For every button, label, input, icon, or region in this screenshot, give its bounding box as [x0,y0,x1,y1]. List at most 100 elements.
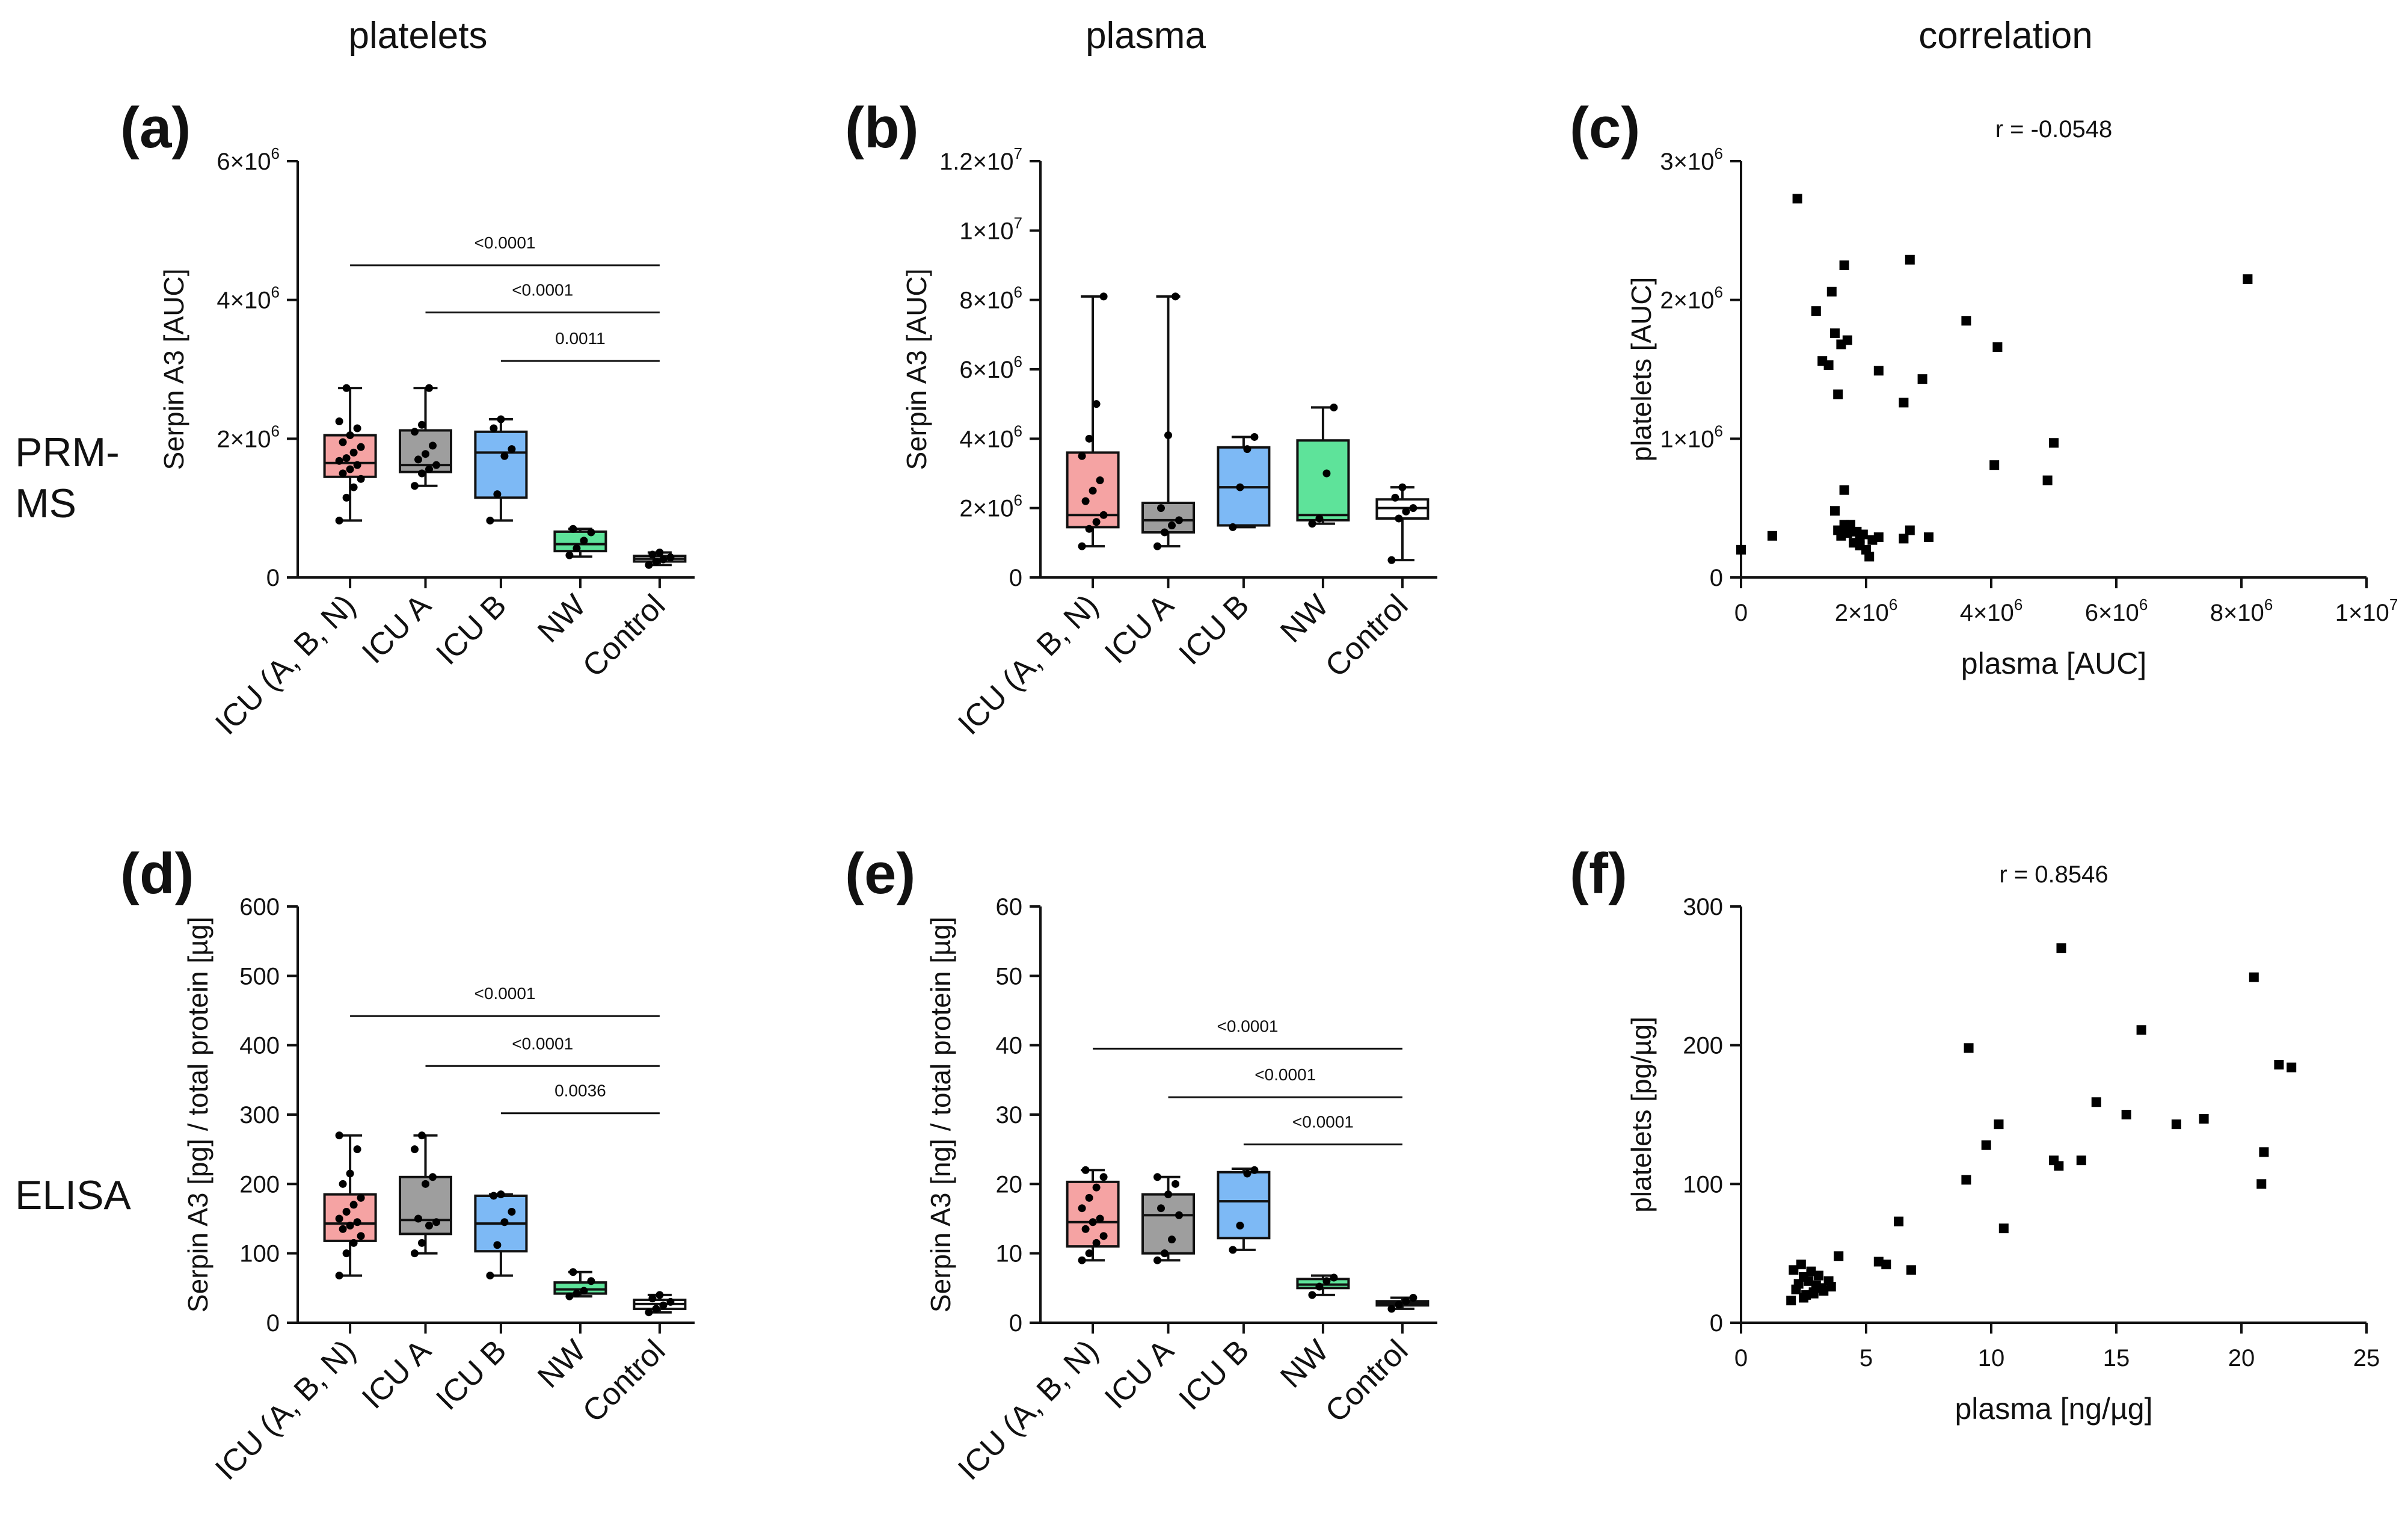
scatter-point [1981,1140,1991,1150]
data-point [1236,1222,1244,1230]
x-tick-label: 5 [1860,1345,1873,1371]
scatter-point [2091,1097,2101,1107]
data-point [565,1292,574,1300]
data-point [497,415,505,423]
tick-exponent: 6 [271,144,280,162]
column-header-plasma: plasma [1086,15,1206,57]
data-point [580,1287,588,1295]
data-point [573,544,581,553]
data-point [1081,497,1090,505]
category-label: NW [531,588,592,649]
data-point [346,431,354,440]
box-0 [323,1131,377,1280]
panel-c: (c) 0 1×106 2×106 3×106 platelets [AUC] 0 2×106… [1570,96,2398,680]
y-axis-label: Serpin A3 [ng] / total protein [µg] [925,917,956,1312]
panel-label: (d) [120,842,194,906]
category-label: Control [576,1333,672,1429]
x-tick-label: 0 [1734,1345,1748,1371]
y-tick-label: 40 [996,1033,1023,1059]
data-point [353,424,361,432]
category-label: ICU A [355,1333,438,1415]
data-point [1078,452,1086,460]
data-point [1168,522,1176,529]
data-point [342,454,351,463]
y-tick-label: 1×106 [1660,422,1723,452]
data-point [1387,556,1396,564]
tick-exponent: 6 [2139,595,2148,614]
scatter-point [1789,1265,1799,1275]
data-point [493,1241,502,1249]
x-axis-label: plasma [AUC] [1961,647,2146,680]
scatter-point [2042,475,2053,485]
scatter-point [1791,1284,1801,1294]
scatter-point [2259,1147,2269,1157]
data-point [1229,1246,1237,1254]
scatter-point [1842,528,1852,538]
panel-label: (a) [120,96,191,160]
box-4 [633,548,687,569]
scatter-point [1899,534,1909,544]
box-4 [1375,1293,1430,1313]
data-point [414,455,422,464]
box-0 [1066,1166,1120,1264]
data-point [342,1207,351,1216]
category-label: Control [1319,1333,1415,1429]
scatter-point [1873,532,1884,543]
p-value-label: 0.0011 [555,329,606,348]
data-point [508,445,516,454]
data-point [569,525,577,533]
panel-label: (e) [845,842,915,906]
data-point [339,1180,347,1188]
scatter-point [1917,374,1927,384]
data-point [1229,523,1237,531]
data-point [346,1222,354,1230]
row-header-line: MS [15,481,76,526]
column-header-correlation: correlation [1918,15,2092,57]
box-iqr [1141,502,1195,534]
data-point [656,1291,664,1299]
category-label: ICU (A, B, N) [209,588,363,742]
data-point [353,1145,361,1154]
data-point [645,1308,653,1317]
scatter-point [1992,342,2003,352]
scatter-point [1906,1265,1916,1275]
scatter-point [1804,1276,1814,1286]
data-point [1157,504,1165,512]
y-tick-label: 0 [266,1310,280,1337]
data-point [1092,518,1101,526]
data-point [1387,1305,1396,1313]
category-label: ICU A [1098,588,1181,670]
box-1 [1141,292,1195,550]
box-2 [474,1190,528,1280]
p-value-label: <0.0001 [475,984,536,1003]
category-label: ICU (A, B, N) [209,1333,363,1487]
data-point [1161,1249,1169,1258]
panel-b: (b) 0 2×106 4×106 6×106 8×106 1×107 1.2×107 Serp… [845,96,1437,742]
data-point [1315,514,1324,523]
data-point [349,1239,358,1247]
tick-exponent: 6 [1715,144,1723,162]
tick-exponent: 7 [1014,214,1022,232]
correlation-annotation: r = -0.0548 [1995,116,2113,143]
p-value-label: <0.0001 [1292,1113,1354,1131]
data-point [411,1145,419,1154]
x-tick-label: 0 [1734,600,1748,626]
data-point [349,1201,358,1209]
tick-exponent: 7 [2389,595,2398,614]
y-tick-label: 300 [1683,894,1723,920]
data-point [1096,476,1104,485]
scatter-point [1894,1216,1904,1226]
data-point [418,1239,426,1247]
y-tick-label: 100 [1683,1171,1723,1198]
data-point [1153,1256,1161,1264]
y-tick-label: 4×106 [959,422,1022,452]
y-tick-label: 0 [1009,565,1022,591]
data-point [349,483,358,491]
data-point [357,443,365,451]
scatter-point [1924,532,1933,543]
y-tick-label: 500 [239,963,280,989]
category-label: Control [1319,588,1415,684]
data-point [1308,1291,1316,1299]
data-point [1153,1173,1161,1181]
